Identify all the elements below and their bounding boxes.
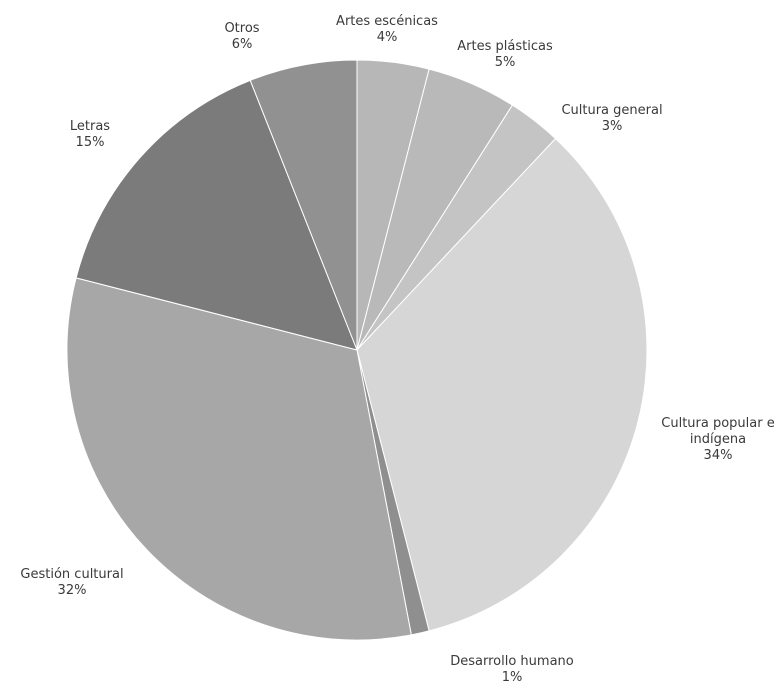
pie-category-label: Otros	[224, 21, 259, 36]
pie-value-label: 6%	[232, 37, 253, 52]
pie-value-label: 34%	[704, 448, 733, 463]
pie-labels: Artes escénicas 4% Artes plásticas 5% Cultur…	[20, 14, 774, 685]
pie-category-label: Cultura popular e	[661, 416, 774, 431]
pie-slice-otros	[249, 59, 358, 351]
pie-category-label: Artes escénicas	[336, 14, 438, 29]
pie-category-label: Cultura general	[561, 103, 662, 118]
pie-label: Artes escénicas 4%	[336, 14, 438, 45]
pie-slice-letras	[75, 79, 358, 351]
pie-value-label: 15%	[76, 135, 105, 150]
pie-category-label: Letras	[70, 119, 110, 134]
pie-slice-cultura-popular-e-indigena	[356, 137, 648, 632]
pie-value-label: 3%	[602, 119, 623, 134]
pie-label: Cultura general 3%	[561, 103, 662, 134]
pie-category-label: Gestión cultural	[20, 567, 123, 582]
pie-label: Otros 6%	[224, 21, 259, 52]
pie-label: Artes plásticas 5%	[457, 39, 553, 70]
pie-value-label: 5%	[495, 55, 516, 70]
pie-label: Desarrollo humano 1%	[450, 654, 574, 685]
pie-value-label: 32%	[58, 583, 87, 598]
pie-label: Letras 15%	[70, 119, 110, 150]
pie-category-label: Desarrollo humano	[450, 654, 574, 669]
pie-label: Cultura popular e indígena 34%	[661, 416, 774, 463]
pie-category-label: Artes plásticas	[457, 39, 553, 54]
pie-slices	[66, 59, 648, 641]
pie-category-label: indígena	[690, 432, 746, 447]
pie-slice-gestion-cultural	[66, 277, 412, 641]
pie-value-label: 4%	[377, 30, 398, 45]
pie-value-label: 1%	[502, 670, 523, 685]
pie-label: Gestión cultural 32%	[20, 567, 123, 598]
